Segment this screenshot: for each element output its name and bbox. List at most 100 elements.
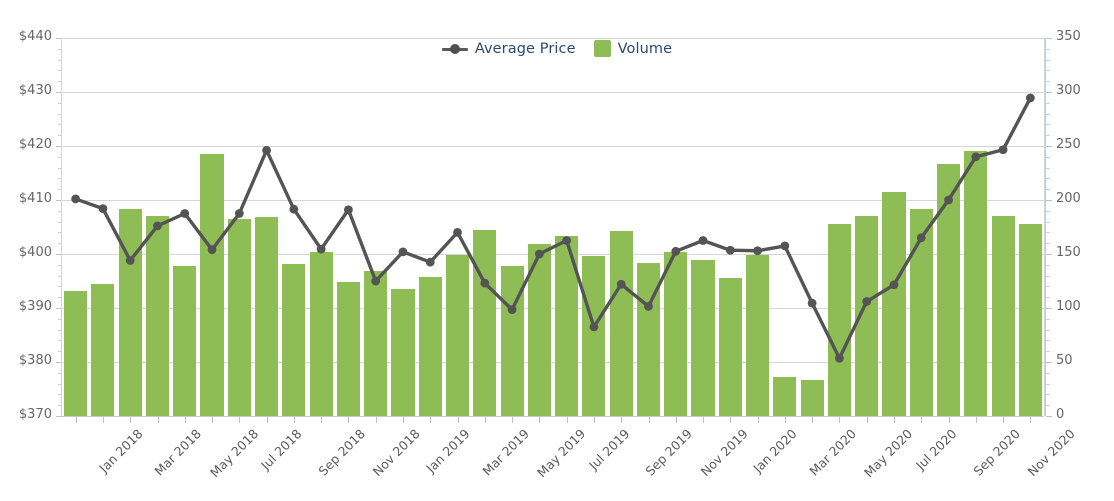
average-price-point[interactable]: Feb 2020: 400.6 bbox=[753, 246, 762, 256]
average-price-point[interactable]: Oct 2018: 400.9 bbox=[316, 244, 326, 254]
volume-bar[interactable] bbox=[309, 251, 333, 416]
right-axis-minor-tick bbox=[1046, 340, 1050, 342]
average-price-point[interactable]: Mar 2020: 401.5 bbox=[780, 241, 790, 251]
volume-bar[interactable] bbox=[364, 271, 388, 416]
average-price-point[interactable]: Jan 2018: 410.2 bbox=[71, 194, 81, 204]
left-axis-minor-tick bbox=[58, 221, 62, 223]
average-price-point[interactable]: May 2020: 380.7 bbox=[835, 353, 844, 363]
volume-bar[interactable] bbox=[664, 251, 688, 416]
left-axis-tick-label: $430 bbox=[18, 83, 52, 98]
right-axis-minor-tick bbox=[1046, 318, 1050, 320]
left-axis-tick-label: $380 bbox=[18, 353, 52, 368]
left-axis-tick-label: $440 bbox=[18, 29, 52, 44]
average-price-point[interactable]: Apr 2019: 394.6 bbox=[480, 278, 490, 288]
volume-bar[interactable] bbox=[882, 192, 906, 416]
average-price-point[interactable]: Jun 2019: 400 bbox=[534, 249, 544, 259]
volume-bar[interactable] bbox=[173, 265, 197, 416]
left-axis-minor-tick bbox=[58, 372, 62, 374]
category-axis-label: Mar 2019 bbox=[478, 426, 532, 479]
volume-bar[interactable] bbox=[418, 276, 442, 416]
average-price-point[interactable]: Mar 2018: 398.8 bbox=[125, 256, 135, 265]
volume-bar[interactable] bbox=[964, 151, 988, 416]
volume-bar[interactable] bbox=[855, 216, 879, 416]
volume-bar[interactable] bbox=[773, 377, 797, 416]
average-price-point[interactable]: Jun 2020: 391.2 bbox=[862, 297, 872, 306]
volume-bar[interactable] bbox=[582, 256, 606, 416]
average-price-point[interactable]: Sep 2020: 410 bbox=[944, 195, 953, 205]
volume-bar[interactable] bbox=[800, 380, 824, 416]
average-price-point[interactable]: Jun 2018: 400.8 bbox=[207, 245, 217, 255]
left-axis-minor-tick bbox=[58, 318, 62, 320]
average-price-point[interactable]: Jan 2019: 400.4 bbox=[398, 247, 408, 257]
volume-bar[interactable] bbox=[118, 208, 142, 416]
volume-bar[interactable] bbox=[691, 260, 715, 416]
category-axis-tick bbox=[948, 417, 950, 423]
volume-bar[interactable] bbox=[391, 288, 415, 416]
average-price-point[interactable]: Apr 2018: 405.2 bbox=[153, 221, 162, 231]
volume-bar[interactable] bbox=[527, 244, 551, 416]
average-price-point[interactable]: Aug 2018: 419.2 bbox=[262, 145, 271, 155]
average-price-point[interactable]: May 2019: 389.7 bbox=[507, 305, 517, 315]
volume-bar[interactable] bbox=[936, 164, 961, 416]
average-price-point[interactable]: Feb 2019: 398.5 bbox=[425, 257, 435, 267]
average-price-point[interactable]: Aug 2020: 403 bbox=[916, 233, 926, 243]
right-axis-tick-label: 350 bbox=[1056, 29, 1081, 44]
volume-bar[interactable] bbox=[282, 263, 306, 416]
category-axis-tick bbox=[484, 417, 486, 423]
volume-bar[interactable] bbox=[473, 230, 497, 416]
average-price-point[interactable]: Nov 2019: 400.5 bbox=[671, 246, 681, 256]
left-axis-minor-tick bbox=[58, 340, 62, 342]
average-price-point[interactable]: Nov 2018: 408.2 bbox=[344, 205, 353, 215]
volume-bar[interactable] bbox=[827, 223, 851, 416]
right-axis-tick-label: 0 bbox=[1056, 407, 1065, 422]
average-price-point[interactable]: Oct 2020: 418 bbox=[971, 152, 981, 162]
average-price-point[interactable]: Nov 2020: 419.3 bbox=[998, 145, 1008, 155]
average-price-point[interactable]: Dec 2020: 428.9 bbox=[1025, 93, 1035, 103]
average-price-point[interactable]: Jul 2019: 402.5 bbox=[562, 236, 572, 245]
volume-bar[interactable] bbox=[255, 217, 279, 416]
right-axis-minor-tick bbox=[1046, 405, 1050, 407]
category-axis-tick bbox=[539, 417, 541, 423]
volume-bar[interactable] bbox=[336, 282, 360, 416]
left-axis-minor-tick bbox=[58, 48, 62, 50]
category-axis-tick bbox=[403, 417, 404, 423]
average-price-point[interactable]: Dec 2018: 395 bbox=[371, 276, 381, 286]
average-price-point[interactable]: Jul 2020: 394.3 bbox=[889, 280, 899, 290]
average-price-point[interactable]: Mar 2019: 404 bbox=[453, 228, 462, 237]
category-axis-label: Sep 2019 bbox=[642, 426, 696, 479]
right-axis-minor-tick bbox=[1046, 275, 1050, 277]
average-price-point[interactable]: Aug 2019: 386.5 bbox=[589, 322, 599, 332]
left-axis-minor-tick bbox=[58, 405, 62, 407]
average-price-point[interactable]: Feb 2018: 408.4 bbox=[98, 204, 108, 214]
volume-bar[interactable] bbox=[555, 235, 579, 416]
volume-bar[interactable] bbox=[91, 284, 115, 416]
volume-bar[interactable] bbox=[1018, 223, 1042, 416]
average-price-point[interactable]: Jul 2018: 407.5 bbox=[234, 209, 244, 218]
volume-bar[interactable] bbox=[609, 231, 633, 416]
volume-bar[interactable] bbox=[445, 255, 470, 416]
left-axis-minor-tick bbox=[58, 243, 62, 245]
category-axis-label: Sep 2018 bbox=[315, 426, 368, 479]
volume-bar[interactable] bbox=[64, 290, 88, 416]
left-axis-minor-tick bbox=[58, 232, 62, 234]
volume-bar[interactable] bbox=[746, 255, 770, 416]
category-axis-label: Nov 2020 bbox=[1024, 426, 1078, 480]
volume-bar[interactable] bbox=[909, 208, 933, 416]
volume-bar[interactable] bbox=[718, 277, 742, 416]
right-axis-minor-tick bbox=[1046, 232, 1050, 234]
average-price-point[interactable]: Apr 2020: 390.9 bbox=[807, 298, 817, 308]
category-axis-tick bbox=[239, 417, 241, 423]
average-price-point[interactable]: Oct 2019: 390.3 bbox=[644, 301, 653, 311]
volume-bar[interactable] bbox=[200, 153, 224, 416]
average-price-point[interactable]: Dec 2019: 402.5 bbox=[698, 236, 708, 245]
average-price-point[interactable]: Jan 2020: 400.7 bbox=[725, 245, 735, 255]
category-axis-tick bbox=[757, 417, 759, 423]
volume-bar[interactable] bbox=[991, 216, 1015, 416]
volume-bar[interactable] bbox=[227, 219, 251, 416]
average-price-point[interactable]: Sep 2019: 394.4 bbox=[616, 279, 626, 289]
average-price-point[interactable]: Sep 2018: 408.3 bbox=[289, 204, 299, 214]
average-price-point[interactable]: May 2018: 407.5 bbox=[180, 209, 190, 218]
volume-bar[interactable] bbox=[145, 216, 169, 416]
gridline bbox=[62, 200, 1044, 201]
category-axis-tick bbox=[321, 417, 323, 423]
